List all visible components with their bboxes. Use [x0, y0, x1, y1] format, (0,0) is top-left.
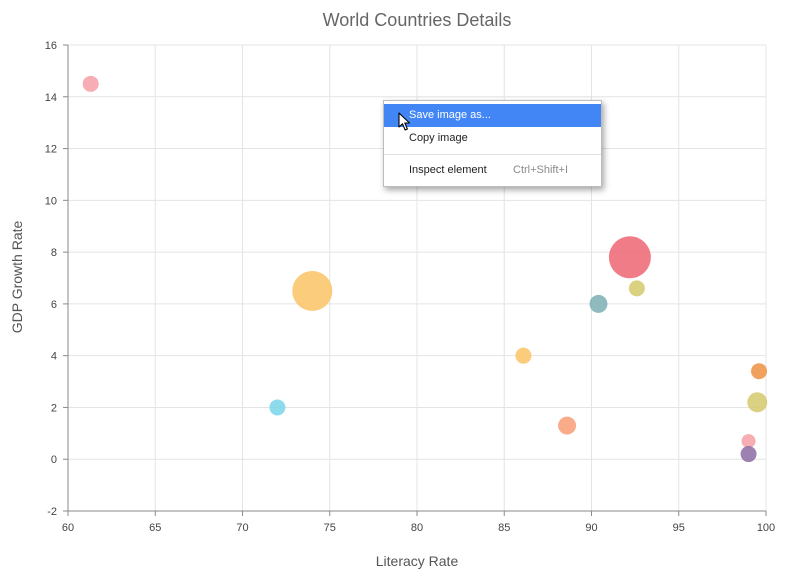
x-tick-label: 100 — [757, 522, 775, 534]
x-tick-label: 95 — [673, 522, 685, 534]
menu-item-shortcut: Ctrl+Shift+I — [513, 164, 569, 176]
menu-item-copy-image[interactable]: Copy image — [384, 127, 601, 150]
chart-title: World Countries Details — [323, 10, 512, 30]
scatter-point[interactable] — [608, 236, 651, 279]
y-tick-label: 10 — [45, 195, 57, 207]
y-tick-label: 6 — [51, 299, 57, 311]
x-tick-label: 85 — [498, 522, 510, 534]
x-tick-label: 75 — [324, 522, 336, 534]
x-tick-label: 65 — [149, 522, 161, 534]
menu-item-inspect-element[interactable]: Inspect element Ctrl+Shift+I — [384, 159, 601, 182]
menu-item-label: Save image as... — [409, 109, 491, 121]
scatter-point[interactable] — [751, 363, 768, 380]
context-menu: Save image as... Copy image Inspect elem… — [383, 100, 602, 187]
x-tick-label: 70 — [236, 522, 248, 534]
y-tick-label: 4 — [51, 351, 57, 363]
y-tick-label: 14 — [45, 92, 57, 104]
y-axis-label: GDP Growth Rate — [9, 221, 25, 334]
x-tick-label: 60 — [62, 522, 74, 534]
scatter-point[interactable] — [589, 294, 608, 313]
y-tick-label: 12 — [45, 144, 57, 156]
y-tick-label: 0 — [51, 454, 57, 466]
y-tick-label: 2 — [51, 402, 57, 414]
scatter-point[interactable] — [82, 75, 99, 92]
x-axis-label: Literacy Rate — [376, 553, 459, 569]
menu-separator — [384, 154, 601, 155]
chart-ticks: 60 65 70 75 80 85 90 95 100 -2 0 2 4 6 8 10 12 14 16 — [45, 40, 775, 534]
scatter-point[interactable] — [741, 434, 756, 449]
x-tick-label: 90 — [585, 522, 597, 534]
menu-item-save-image[interactable]: Save image as... — [384, 104, 601, 127]
scatter-point[interactable] — [628, 280, 645, 297]
arrow-cursor-icon — [398, 112, 411, 131]
scatter-point[interactable] — [515, 347, 532, 364]
scatter-point[interactable] — [558, 416, 577, 435]
scatter-point[interactable] — [269, 399, 286, 416]
y-tick-label: 8 — [51, 247, 57, 259]
scatter-point[interactable] — [740, 446, 757, 463]
scatter-point[interactable] — [747, 392, 768, 413]
menu-item-label: Inspect element — [409, 164, 487, 176]
chart-points — [82, 75, 768, 463]
scatter-point[interactable] — [292, 270, 333, 311]
y-tick-label: -2 — [47, 506, 57, 518]
y-tick-label: 16 — [45, 40, 57, 52]
x-tick-label: 80 — [411, 522, 423, 534]
menu-item-label: Copy image — [409, 132, 468, 144]
